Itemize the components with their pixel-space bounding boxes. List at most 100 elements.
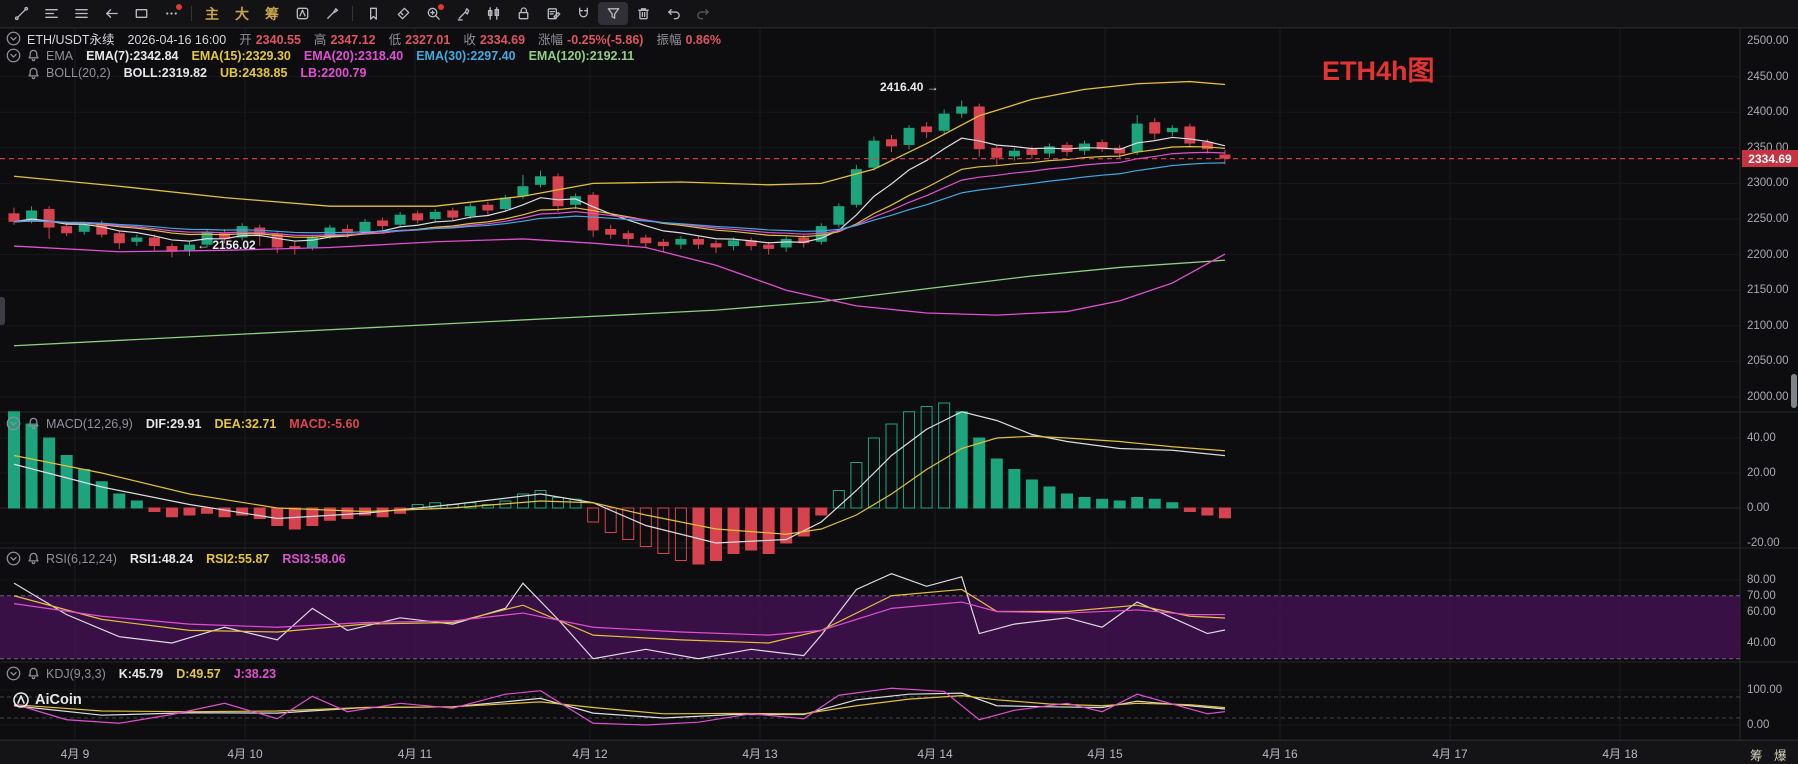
indicator-text-segment: J:38.23 [233,666,277,681]
boll-indicator-bar: BOLL(20,2) BOLL:2319.82 UB:2438.85 LB:2200.… [27,66,379,80]
date-axis-label: 4月 12 [572,747,608,761]
indicator-text-segment: BOLL(20,2) [46,66,111,80]
indicator-text-segment: RSI1:48.24 [129,551,194,566]
indicator-text-segment: ETH/USDT永续 [27,33,115,47]
indicator-text-segment: UB:2438.85 [220,66,288,80]
price-axis-label: 2100.00 [1747,319,1789,332]
indicator-text-segment: 2334.69 [479,33,526,47]
kdj-values: KDJ(9,3,3) K:45.79 D:49.57 J:38.23 [46,667,289,681]
alert-bell-icon[interactable] [27,552,40,565]
axis-corner-button[interactable]: 筹 [1750,749,1763,763]
alert-bell-icon[interactable] [27,667,40,680]
kdj-axis-label: 100.00 [1747,684,1783,696]
price-axis-label: 2450.00 [1747,70,1789,83]
indicator-text-segment: 开 [239,33,252,47]
menu-lines-tool-icon[interactable] [66,2,96,25]
price-axis-label: 2150.00 [1747,284,1789,297]
align-lines-tool-icon[interactable] [36,2,66,25]
magnet-button-icon[interactable] [568,2,598,25]
alert-bell-icon[interactable] [27,67,40,80]
filter-button-icon[interactable] [598,2,628,25]
alert-bell-icon[interactable] [27,417,40,430]
high-price-annotation: 2416.40 → [880,80,939,94]
rsi-indicator-bar: RSI(6,12,24) RSI1:48.24 RSI2:55.87 RSI3:58.… [6,551,359,566]
ema-values: EMA EMA(7):2342.84 EMA(15):2329.30 EMA(20):… [46,49,647,63]
pane-resize-handle[interactable] [0,297,5,325]
indicator-text-segment: DEA:32.71 [214,416,277,431]
current-price-badge: 2334.69 [1742,150,1798,167]
lock-button-icon[interactable] [508,2,538,25]
kdj-axis-label: 0.00 [1747,719,1770,731]
alert-bell-icon[interactable] [27,49,40,62]
collapse-chevron-icon[interactable] [6,416,21,431]
indicator-text-segment: 振幅 [656,33,682,47]
macd-axis-label: -20.00 [1747,537,1780,549]
indicator-text-segment: 高 [313,33,327,47]
aicoin-watermark: AiCoin [12,691,82,709]
collapse-chevron-icon[interactable] [6,48,21,63]
drawing-toolbar: 主 大 筹 [0,0,1798,28]
more-tools-icon[interactable] [156,2,186,25]
date-axis-label: 4月 15 [1087,747,1123,761]
price-axis-label: 2050.00 [1747,355,1789,368]
arrow-line-tool-icon[interactable] [96,2,126,25]
zoom-search-button-icon[interactable] [418,2,448,25]
rsi-axis-label: 40.00 [1747,637,1776,649]
price-axis-label: 2250.00 [1747,213,1789,225]
collapse-chevron-icon[interactable] [6,551,21,566]
watermark-text: AiCoin [35,692,82,708]
layout-swap-button-icon[interactable] [287,2,317,25]
indicator-text-segment: EMA(30):2297.40 [416,48,516,63]
rectangle-tool-icon[interactable] [126,2,156,25]
price-axis-label: 2200.00 [1747,248,1789,261]
indicator-text-segment: KDJ(9,3,3) [46,666,106,681]
line-draw-tool-icon[interactable] [6,2,36,25]
indicator-text-segment: EMA(15):2329.30 [191,48,291,63]
kdj-indicator-bar: KDJ(9,3,3) K:45.79 D:49.57 J:38.23 [6,666,289,681]
macd-indicator-bar: MACD(12,26,9) DIF:29.91 DEA:32.71 MACD:-5.6… [6,416,372,431]
indicator-text-segment: -0.25%(-5.86) [567,33,644,47]
chart-title-label: ETH4h图 [1322,56,1435,86]
collapse-chevron-icon[interactable] [6,31,21,46]
indicator-text-segment: K:45.79 [118,666,164,681]
date-axis-label: 4月 14 [917,747,953,761]
indicator-text-segment: BOLL:2319.82 [123,66,207,80]
compare-candles-button-icon[interactable] [478,2,508,25]
indicator-text-segment: 2340.55 [255,33,301,47]
axis-corner-button[interactable]: 爆 [1774,749,1787,763]
macd-axis-label: 40.00 [1747,432,1776,444]
indicator-text-segment: 2327.01 [405,33,451,47]
macd-axis-label: 0.00 [1747,502,1770,514]
macd-values: MACD(12,26,9) DIF:29.91 DEA:32.71 MACD:-5.6… [46,417,372,431]
price-axis-label: 2000.00 [1747,391,1789,403]
ema-indicator-bar: EMA EMA(7):2342.84 EMA(15):2329.30 EMA(20):… [6,48,647,63]
collapse-chevron-icon[interactable] [6,666,21,681]
large-font-button[interactable]: 大 [235,5,249,22]
low-price-annotation: ← 2156.02 [197,238,256,252]
indicator-text-segment: DIF:29.91 [145,416,202,431]
macd-axis-label: 20.00 [1747,467,1776,479]
date-axis-label: 4月 10 [227,747,263,761]
boll-values: BOLL(20,2) BOLL:2319.82 UB:2438.85 LB:2200.… [46,66,379,80]
indicator-text-segment: EMA [46,48,74,63]
rsi-values: RSI(6,12,24) RSI1:48.24 RSI2:55.87 RSI3:58.… [46,552,359,566]
scrollbar-thumb[interactable] [1791,374,1797,408]
indicator-text-segment: 2347.12 [330,33,376,47]
symbol-info-bar: ETH/USDT永续 2026-04-16 16:00 开 2340.55 高 2347.… [6,29,734,48]
tag-button-icon[interactable] [388,2,418,25]
indicator-text-segment: 低 [388,33,402,47]
bookmark-button-icon[interactable] [358,2,388,25]
trash-button-icon[interactable] [628,2,658,25]
main-chart-button[interactable]: 主 [205,5,219,22]
rsi-axis-label: 60.00 [1747,605,1776,618]
redo-button-icon[interactable] [688,2,718,25]
indicator-text-segment: 涨幅 [538,33,564,47]
indicator-text-segment: RSI2:55.87 [206,551,270,566]
date-axis-label: 4月 18 [1602,747,1638,761]
note-edit-button-icon[interactable] [538,2,568,25]
chip-button[interactable]: 筹 [265,5,279,22]
marker-button-icon[interactable] [448,2,478,25]
undo-button-icon[interactable] [658,2,688,25]
brush-button-icon[interactable] [317,2,347,25]
